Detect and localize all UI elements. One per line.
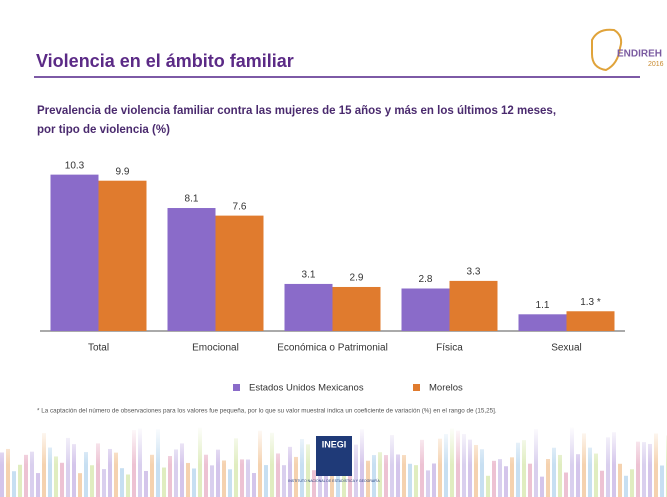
- stripe: [102, 469, 106, 497]
- stripe: [492, 461, 496, 497]
- legend-swatch: [233, 384, 240, 391]
- bar: [333, 287, 381, 331]
- bar: [567, 311, 615, 331]
- stripe: [504, 466, 508, 497]
- value-label: 2.8: [419, 274, 433, 285]
- value-label: 1.3 *: [580, 297, 601, 308]
- slide-title: Violencia en el ámbito familiar: [36, 51, 294, 71]
- stripe: [282, 465, 286, 497]
- stripe: [60, 463, 64, 497]
- value-label: 8.1: [185, 194, 199, 205]
- value-label: 2.9: [350, 273, 364, 284]
- stripe: [120, 468, 124, 497]
- bar: [402, 288, 450, 331]
- stripe: [252, 473, 256, 497]
- stripe: [228, 469, 232, 497]
- stripe: [246, 459, 250, 497]
- stripe: [528, 464, 532, 497]
- stripe: [414, 465, 418, 497]
- value-label: 1.1: [536, 300, 550, 311]
- stripe: [36, 473, 40, 497]
- stripe: [630, 469, 634, 497]
- inegi-subtitle: INSTITUTO NACIONAL DE ESTADÍSTICA Y GEOG…: [288, 479, 380, 483]
- stripe: [432, 463, 436, 497]
- x-tick-label: Física: [436, 343, 463, 354]
- logo-text: ENDIREH: [617, 49, 662, 60]
- stripe: [12, 471, 16, 497]
- stripe: [312, 470, 316, 497]
- bar: [99, 181, 147, 331]
- stripe: [222, 460, 226, 497]
- value-label: 9.9: [116, 166, 130, 177]
- stripe: [162, 468, 166, 497]
- x-tick-label: Sexual: [551, 343, 582, 354]
- value-label: 7.6: [233, 201, 247, 212]
- bar: [450, 281, 498, 331]
- value-label: 3.3: [467, 267, 481, 278]
- footnote: * La captación del número de observacion…: [37, 408, 497, 415]
- bar: [51, 175, 99, 331]
- stripe: [426, 470, 430, 497]
- stripe: [330, 472, 334, 497]
- stripe: [144, 471, 148, 497]
- stripe: [486, 476, 490, 497]
- x-tick-label: Emocional: [192, 343, 239, 354]
- inegi-name: INEGI: [322, 439, 347, 449]
- logo-year: 2016: [648, 61, 664, 68]
- stripe: [210, 465, 214, 497]
- stripe: [186, 463, 190, 497]
- legend-label: Morelos: [429, 383, 463, 394]
- stripe: [564, 473, 568, 497]
- stripe: [618, 464, 622, 497]
- stripe: [540, 477, 544, 497]
- x-tick-label: Total: [88, 343, 109, 354]
- bar: [519, 314, 567, 331]
- stripe: [192, 468, 196, 497]
- stripe: [126, 474, 130, 497]
- chart-title: Prevalencia de violencia familiar contra…: [37, 105, 556, 117]
- stripe: [264, 465, 268, 497]
- bar: [285, 284, 333, 331]
- value-label: 10.3: [65, 160, 85, 171]
- x-tick-label: Económica o Patrimonial: [277, 343, 388, 354]
- stripe: [78, 473, 82, 497]
- bar: [168, 208, 216, 331]
- stripe: [660, 466, 664, 497]
- stripe: [18, 465, 22, 497]
- bar: [216, 216, 264, 331]
- legend-label: Estados Unidos Mexicanos: [249, 383, 364, 394]
- stripe: [408, 464, 412, 497]
- stripe: [600, 471, 604, 497]
- legend-swatch: [413, 384, 420, 391]
- slide: Violencia en el ámbito familiar ENDIREH …: [0, 0, 667, 497]
- stripe: [624, 476, 628, 497]
- stripe: [90, 465, 94, 497]
- chart-title: por tipo de violencia (%): [37, 124, 170, 136]
- stripe: [240, 459, 244, 497]
- value-label: 3.1: [302, 270, 316, 281]
